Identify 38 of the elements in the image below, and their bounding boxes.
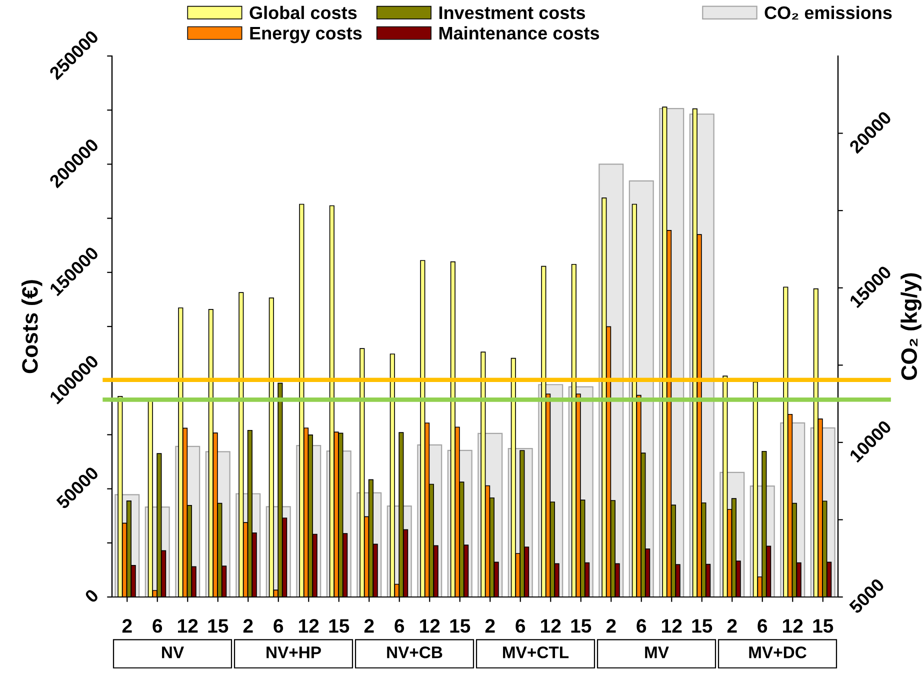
x-tick-label: 6 [636, 619, 646, 633]
text: MV [645, 646, 669, 658]
x-tick-label: 2 [122, 619, 132, 633]
x-tick-label: 12 [662, 619, 682, 633]
x-tick-label: 15 [571, 619, 592, 633]
x-tick-label: 6 [758, 619, 768, 633]
x-tick-label: 15 [329, 619, 350, 633]
x-tick-label: 12 [178, 619, 198, 633]
y-tick-label: 0 [84, 588, 100, 604]
x-tick-label: 2 [485, 619, 495, 633]
x-tick-label: 15 [813, 619, 834, 633]
y2-axis-title: CO₂ (kg/y) [900, 273, 922, 380]
x-tick-label: 15 [450, 619, 470, 633]
x-tick-label: 2 [606, 619, 616, 633]
legend-label: CO₂ emissions [764, 6, 892, 20]
x-tick-label: 6 [394, 619, 404, 633]
x-tick-label: 6 [274, 619, 284, 633]
x-tick-label: 2 [364, 619, 374, 633]
legend-label: Maintenance costs [439, 26, 600, 40]
text: MV+DC [749, 646, 806, 658]
text: NV [162, 646, 184, 658]
text: NV+CB [387, 646, 442, 658]
x-tick-label: 2 [243, 619, 253, 633]
text: MV+CTL [503, 646, 569, 658]
x-tick-label: 15 [692, 619, 712, 633]
x-tick-label: 2 [727, 619, 737, 633]
x-tick-label: 15 [208, 619, 228, 633]
x-tick-label: 12 [783, 619, 803, 633]
legend-label: Energy costs [250, 26, 362, 44]
y-axis-title: Costs (€) [22, 280, 42, 374]
x-tick-label: 6 [516, 619, 526, 633]
x-tick-label: 6 [152, 619, 162, 633]
text: NV+HP [266, 646, 321, 658]
x-tick-label: 12 [299, 619, 319, 633]
x-tick-label: 12 [420, 619, 440, 633]
legend-label: Investment costs [439, 6, 586, 20]
legend-label: Global costs [250, 6, 357, 20]
x-tick-label: 12 [541, 619, 561, 633]
